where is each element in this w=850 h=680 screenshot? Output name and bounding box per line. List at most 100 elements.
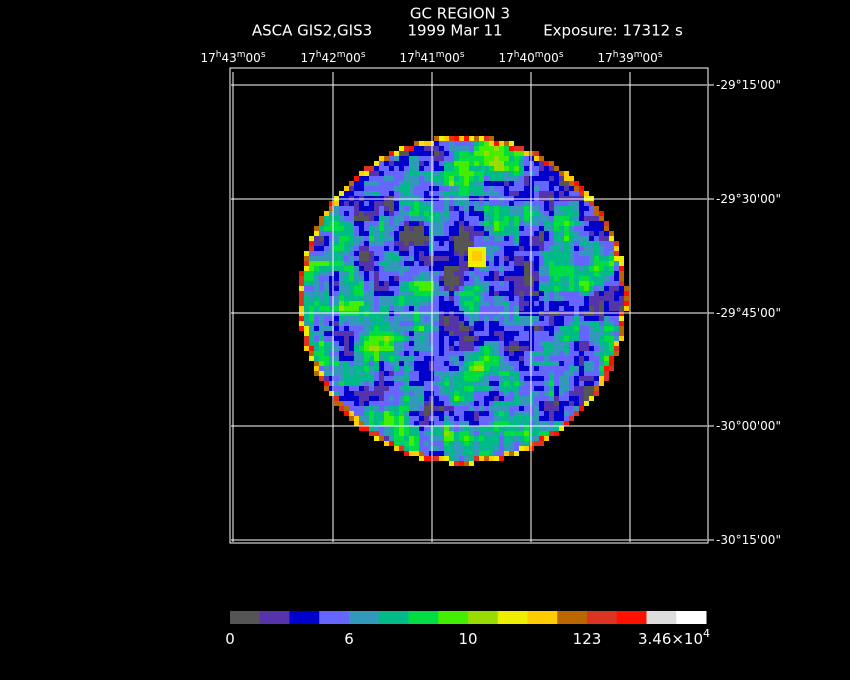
- image-pixel: [564, 261, 569, 266]
- image-pixel: [424, 161, 429, 166]
- image-pixel: [359, 371, 364, 376]
- image-pixel: [384, 161, 389, 166]
- image-pixel: [399, 406, 404, 411]
- image-pixel: [374, 306, 379, 311]
- image-pixel: [394, 316, 399, 321]
- image-pixel: [549, 376, 554, 381]
- image-pixel: [494, 221, 499, 226]
- image-pixel: [379, 226, 384, 231]
- image-pixel: [394, 391, 399, 396]
- image-pixel: [399, 276, 404, 281]
- image-pixel: [484, 216, 489, 221]
- image-pixel: [484, 431, 489, 436]
- image-pixel: [324, 341, 329, 346]
- image-pixel: [334, 246, 339, 251]
- image-pixel: [389, 216, 394, 221]
- colorbar-label: 0: [225, 630, 235, 648]
- image-pixel: [344, 376, 349, 381]
- image-pixel: [399, 231, 404, 236]
- image-pixel: [484, 141, 489, 146]
- image-pixel: [414, 441, 419, 446]
- image-pixel: [454, 256, 459, 261]
- image-pixel: [334, 281, 339, 286]
- image-pixel: [349, 241, 354, 246]
- image-pixel: [569, 231, 574, 236]
- image-pixel: [394, 356, 399, 361]
- image-pixel: [309, 331, 314, 336]
- image-pixel: [324, 216, 329, 221]
- colorbar-segment: [289, 611, 320, 624]
- image-pixel: [499, 181, 504, 186]
- image-pixel: [564, 361, 569, 366]
- image-pixel: [459, 431, 464, 436]
- image-pixel: [489, 336, 494, 341]
- image-pixel: [319, 241, 324, 246]
- image-pixel: [469, 411, 474, 416]
- image-pixel: [554, 226, 559, 231]
- image-pixel: [499, 371, 504, 376]
- image-pixel: [509, 276, 514, 281]
- image-pixel: [619, 286, 624, 291]
- image-pixel: [339, 396, 344, 401]
- image-pixel: [374, 236, 379, 241]
- image-pixel: [599, 321, 604, 326]
- image-pixel: [389, 201, 394, 206]
- image-pixel: [474, 436, 479, 441]
- image-pixel: [559, 201, 564, 206]
- image-pixel: [534, 161, 539, 166]
- image-pixel: [614, 301, 619, 306]
- image-pixel: [484, 406, 489, 411]
- image-pixel: [414, 171, 419, 176]
- image-pixel: [399, 366, 404, 371]
- image-pixel: [374, 211, 379, 216]
- image-pixel: [374, 191, 379, 196]
- image-pixel: [484, 156, 489, 161]
- image-pixel: [469, 386, 474, 391]
- image-pixel: [499, 266, 504, 271]
- image-pixel: [454, 251, 459, 256]
- image-pixel: [339, 286, 344, 291]
- image-pixel: [359, 421, 364, 426]
- image-pixel: [504, 191, 509, 196]
- image-pixel: [469, 266, 474, 271]
- image-pixel: [449, 151, 454, 156]
- image-pixel: [439, 381, 444, 386]
- image-pixel: [564, 256, 569, 261]
- image-pixel: [374, 351, 379, 356]
- image-pixel: [479, 441, 484, 446]
- image-pixel: [339, 376, 344, 381]
- image-pixel: [384, 341, 389, 346]
- image-pixel: [439, 401, 444, 406]
- image-pixel: [494, 211, 499, 216]
- image-pixel: [454, 431, 459, 436]
- image-pixel: [489, 356, 494, 361]
- image-pixel: [319, 231, 324, 236]
- image-pixel: [534, 426, 539, 431]
- image-pixel: [354, 201, 359, 206]
- image-pixel: [444, 441, 449, 446]
- image-pixel: [344, 246, 349, 251]
- image-pixel: [564, 421, 569, 426]
- image-pixel: [389, 336, 394, 341]
- image-pixel: [419, 241, 424, 246]
- image-pixel: [614, 341, 619, 346]
- image-pixel: [574, 331, 579, 336]
- image-pixel: [564, 206, 569, 211]
- image-pixel: [479, 331, 484, 336]
- image-pixel: [489, 141, 494, 146]
- image-pixel: [509, 346, 514, 351]
- image-pixel: [549, 346, 554, 351]
- image-pixel: [364, 371, 369, 376]
- image-pixel: [564, 346, 569, 351]
- image-pixel: [394, 186, 399, 191]
- image-pixel: [324, 251, 329, 256]
- image-pixel: [594, 266, 599, 271]
- image-pixel: [434, 381, 439, 386]
- image-pixel: [519, 266, 524, 271]
- image-pixel: [549, 216, 554, 221]
- image-pixel: [344, 341, 349, 346]
- image-pixel: [419, 306, 424, 311]
- image-pixel: [479, 216, 484, 221]
- image-pixel: [619, 276, 624, 281]
- image-pixel: [539, 321, 544, 326]
